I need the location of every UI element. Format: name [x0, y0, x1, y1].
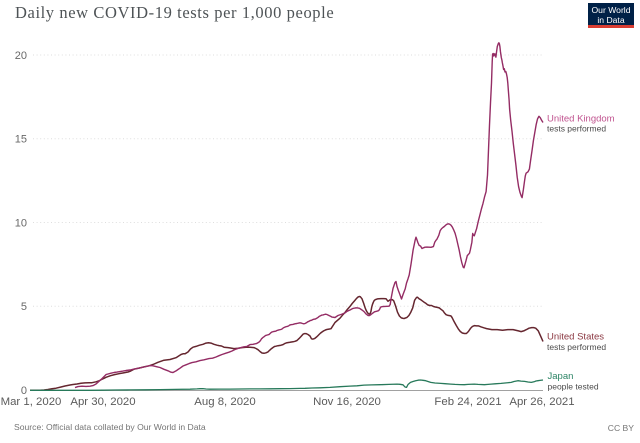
svg-text:United Kingdom: United Kingdom: [547, 114, 615, 125]
svg-text:Mar 1, 2020: Mar 1, 2020: [1, 396, 62, 408]
svg-text:Apr 26, 2021: Apr 26, 2021: [509, 396, 574, 408]
svg-text:Apr 30, 2020: Apr 30, 2020: [70, 396, 135, 408]
svg-text:15: 15: [15, 134, 27, 146]
svg-text:tests performed: tests performed: [547, 124, 606, 134]
svg-text:0: 0: [21, 385, 27, 397]
svg-text:Japan: Japan: [548, 371, 574, 382]
svg-text:10: 10: [15, 217, 27, 229]
svg-text:people tested: people tested: [548, 382, 599, 392]
svg-text:United States: United States: [547, 332, 604, 343]
svg-text:Aug 8, 2020: Aug 8, 2020: [194, 396, 255, 408]
svg-text:5: 5: [21, 301, 27, 313]
svg-text:Feb 24, 2021: Feb 24, 2021: [434, 396, 501, 408]
svg-text:tests performed: tests performed: [547, 342, 606, 352]
svg-text:Nov 16, 2020: Nov 16, 2020: [313, 396, 381, 408]
svg-text:20: 20: [15, 50, 27, 62]
